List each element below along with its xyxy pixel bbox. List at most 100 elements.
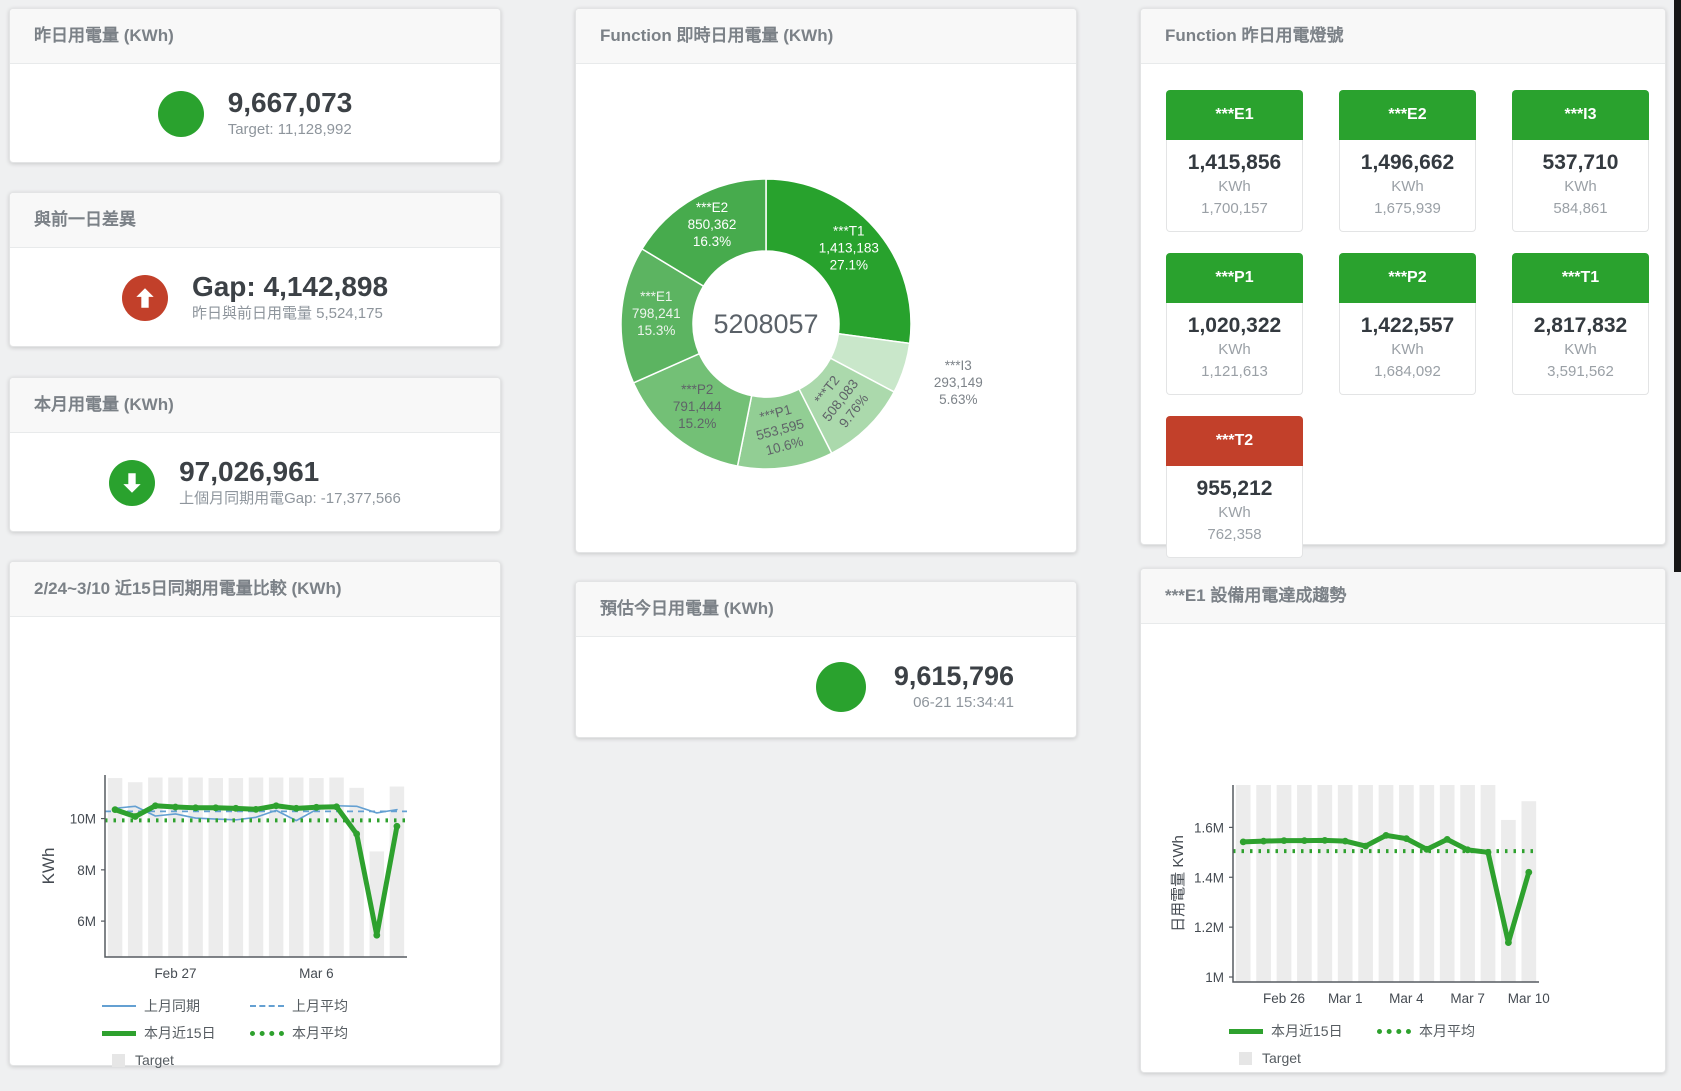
compare-chart-legend: 上月同期 上月平均本月近15日 本月平均 Target <box>10 995 500 1071</box>
donut-slice-label: ***E2 850,362 16.3% <box>688 200 737 249</box>
legend-swatch-square-icon <box>112 1053 125 1067</box>
card-title: 本月用電量 (KWh) <box>10 378 500 433</box>
target-bar <box>268 777 284 957</box>
card-gap-prev-day: 與前一日差異 Gap: 4,142,898 昨日與前日用電量 5,524,175 <box>9 192 501 347</box>
trend-chart-svg[interactable]: 1M 1.2M 1.4M 1.6M Feb 26 Mar 1 Mar 4 Mar 7 Mar 1… <box>1141 680 1665 1020</box>
target-bar <box>369 851 385 957</box>
card-month-usage: 本月用電量 (KWh) 97,026,961 上個月同期用電Gap: -17,3… <box>9 377 501 532</box>
donut-center-total: 5208057 <box>713 309 818 339</box>
tile-body: 1,415,856 KWh 1,700,157 <box>1166 140 1303 232</box>
lights-grid: ***E1 1,415,856 KWh 1,700,157 ***E2 1,496,662… <box>1141 64 1650 558</box>
y-tick-label: 1.6M <box>1194 820 1224 835</box>
tile-label: ***I3 <box>1512 90 1649 140</box>
legend-item-Target[interactable]: Target <box>1229 1047 1377 1069</box>
light-tile-E2: ***E2 1,496,662 KWh 1,675,939 <box>1339 90 1476 232</box>
donut-slice-T1[interactable] <box>765 178 912 345</box>
series-marker <box>1239 838 1247 846</box>
tile-body: 2,817,832 KWh 3,591,562 <box>1512 303 1649 395</box>
tile-label: ***P2 <box>1339 253 1476 303</box>
target-bar <box>168 777 183 957</box>
target-bar <box>289 777 304 957</box>
light-tile-T2: ***T2 955,212 KWh 762,358 <box>1166 416 1303 558</box>
x-tick-label: Feb 27 <box>154 966 196 981</box>
legend-label: Target <box>135 1052 174 1068</box>
donut-slice-E2[interactable] <box>640 178 767 288</box>
target-bar <box>1378 785 1394 982</box>
series-marker <box>1464 846 1471 854</box>
card-title: Function 即時日用電量 (KWh) <box>576 9 1076 64</box>
tile-label: ***P1 <box>1166 253 1303 303</box>
tile-value: 2,817,832 <box>1533 314 1628 337</box>
y-tick-label: 1.2M <box>1194 920 1224 935</box>
target-bar <box>248 777 264 957</box>
card-title: 預估今日用電量 (KWh) <box>576 582 1076 637</box>
donut-slice-label: ***T1 1,413,183 27.1% <box>819 224 879 273</box>
series-marker <box>131 813 139 820</box>
tile-value: 537,710 <box>1542 151 1619 174</box>
legend-item-Target[interactable]: Target <box>102 1049 250 1071</box>
series-marker <box>1341 837 1349 845</box>
card-title: 2/24~3/10 近15日同期用電量比較 (KWh) <box>10 562 500 617</box>
card-title: 與前一日差異 <box>10 193 500 248</box>
target-bar <box>228 778 244 957</box>
arrow-down-icon <box>109 460 156 506</box>
series-marker <box>232 804 240 812</box>
yesterday-usage-value: 9,667,073 <box>227 87 353 118</box>
legend-item-本月近15日[interactable]: 本月近15日 <box>102 1022 250 1044</box>
month-usage-gap: 上個月同期用電Gap: -17,377,566 <box>179 490 401 507</box>
tile-label: ***E1 <box>1166 90 1303 140</box>
x-tick-label: Feb 26 <box>1263 991 1305 1006</box>
tile-unit: KWh <box>1218 341 1251 358</box>
legend-label: 上月平均 <box>292 998 348 1014</box>
legend-item-上月同期[interactable]: 上月同期 <box>102 995 250 1017</box>
legend-swatch-thick-icon <box>102 1030 136 1036</box>
donut-slice-label: ***E1 798,241 15.3% <box>632 289 681 338</box>
legend-label: 本月近15日 <box>1271 1023 1343 1039</box>
compare-chart-svg[interactable]: 6M 8M 10M Feb 27 Mar 6 KWh <box>10 675 500 995</box>
series-marker <box>393 822 401 830</box>
legend-label: 本月平均 <box>292 1025 348 1041</box>
card-compare-chart: 2/24~3/10 近15日同期用電量比較 (KWh) 6M 8M 10M Feb 2… <box>9 561 501 1068</box>
donut-chart[interactable]: ***T1 1,413,183 27.1%***I3 293,149 5.63%***T… <box>576 64 1076 553</box>
tile-label: ***T1 <box>1512 253 1649 303</box>
tile-body: 1,496,662 KWh 1,675,939 <box>1339 140 1476 232</box>
series-marker <box>192 804 200 812</box>
series-marker <box>1403 835 1410 843</box>
target-bar <box>1276 785 1292 982</box>
target-bar <box>1439 785 1455 982</box>
estimate-value: 9,615,796 <box>893 661 1014 691</box>
series-marker <box>252 805 260 813</box>
legend-label: 本月近15日 <box>144 1025 216 1041</box>
estimate-timestamp: 06-21 15:34:41 <box>913 694 1014 711</box>
target-bar <box>1521 801 1537 982</box>
tile-value: 1,415,856 <box>1187 151 1282 174</box>
target-bar <box>1460 785 1475 982</box>
tile-target: 1,121,613 <box>1201 363 1268 380</box>
series-marker <box>212 804 220 812</box>
card-title: ***E1 設備用電達成趨勢 <box>1141 569 1665 624</box>
series-marker <box>1382 831 1390 839</box>
x-tick-label: Mar 6 <box>299 966 334 981</box>
legend-item-本月近15日[interactable]: 本月近15日 <box>1229 1020 1377 1042</box>
series-marker <box>1301 837 1308 845</box>
tile-body: 955,212 KWh 762,358 <box>1166 466 1303 558</box>
target-bar <box>107 778 123 957</box>
chart-axes <box>104 775 407 958</box>
gap-value: Gap: 4,142,898 <box>191 271 389 302</box>
legend-item-本月平均[interactable]: 本月平均 <box>250 1022 398 1044</box>
tile-target: 1,684,092 <box>1374 363 1441 380</box>
tile-unit: KWh <box>1391 341 1424 358</box>
card-estimate-today: 預估今日用電量 (KWh) 9,615,796 06-21 15:34:41 <box>575 581 1077 738</box>
tile-value: 955,212 <box>1196 477 1273 500</box>
legend-item-本月平均[interactable]: 本月平均 <box>1377 1020 1525 1042</box>
series-marker <box>1280 837 1288 845</box>
legend-item-上月平均[interactable]: 上月平均 <box>250 995 398 1017</box>
tile-body: 1,422,557 KWh 1,684,092 <box>1339 303 1476 395</box>
x-tick-label: Mar 7 <box>1450 991 1485 1006</box>
card-lights-panel: Function 昨日用電燈號 ***E1 1,415,856 KWh 1,700,1… <box>1140 8 1666 558</box>
status-circle-green-icon <box>157 91 204 137</box>
trend-chart-legend: 本月近15日 本月平均 Target <box>1141 1020 1665 1069</box>
legend-label: Target <box>1262 1050 1301 1066</box>
y-tick-label: 1M <box>1205 970 1224 985</box>
series-marker <box>1525 868 1533 876</box>
